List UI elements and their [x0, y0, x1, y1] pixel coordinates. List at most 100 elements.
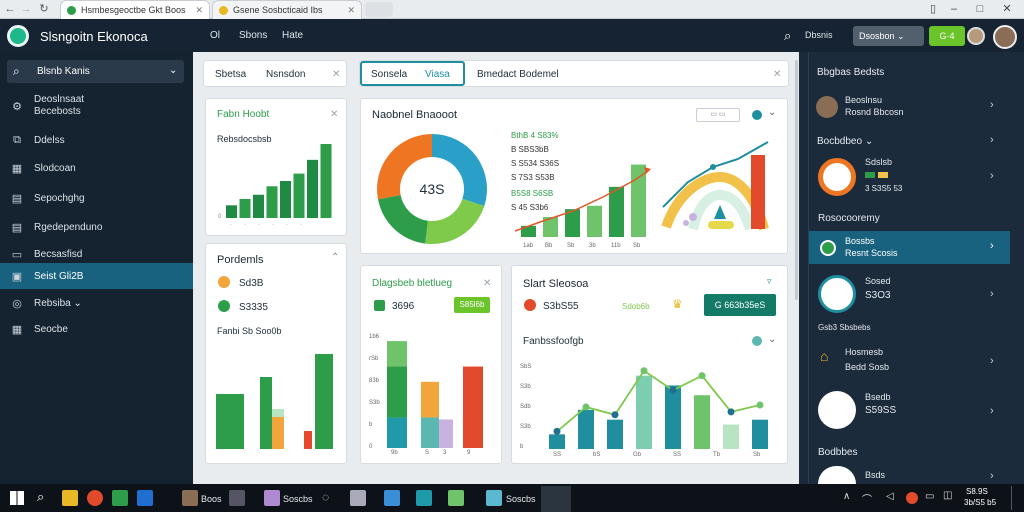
nav-item-1[interactable]: Ol	[210, 30, 220, 41]
chevron-right-icon[interactable]: ›	[990, 470, 994, 482]
sidebar-item[interactable]: ▤ Rgedependuno	[0, 214, 193, 240]
sidebar-item[interactable]: ⧉ Ddelss	[0, 127, 193, 153]
app-icon[interactable]	[112, 490, 128, 506]
sidebar-item-label: Sepochghg	[34, 192, 85, 204]
legend-entry: B5S8 S6SB	[511, 189, 554, 198]
back-icon[interactable]: ←	[4, 3, 16, 15]
sidebar-item[interactable]: ▦ Seocbe	[0, 316, 193, 342]
app-title: Slsngoitn Ekonoca	[40, 29, 148, 44]
search-label[interactable]: Dbsnis	[805, 30, 833, 40]
info-icon[interactable]	[752, 110, 762, 120]
tick-label: 9b	[391, 450, 398, 454]
monitor-icon: ▣	[11, 270, 23, 283]
chevron-right-icon[interactable]: ›	[990, 355, 994, 367]
close-icon[interactable]: ✕	[330, 109, 339, 120]
close-window-icon[interactable]: ✕	[1002, 3, 1012, 15]
sidebar-item[interactable]: ▣ Seist Gli2B	[0, 263, 193, 289]
chevron-right-icon[interactable]: ›	[990, 240, 994, 252]
chevron-right-icon[interactable]: ›	[990, 99, 994, 111]
filter-chip[interactable]: ▭ ▭	[696, 108, 740, 122]
tick-label: S3b	[369, 400, 380, 406]
bar	[272, 417, 284, 449]
clock-date[interactable]: 3b/S5 b5	[964, 498, 997, 507]
app-icon[interactable]	[137, 490, 153, 506]
app-icon[interactable]	[182, 490, 198, 506]
nav-item-3[interactable]: Hate	[282, 30, 304, 41]
avatar[interactable]	[993, 25, 1017, 49]
document-icon[interactable]: ▯	[929, 3, 937, 15]
nav-item-2[interactable]: Sbons	[239, 30, 268, 41]
clock-time[interactable]: S8.9S	[966, 487, 988, 496]
scrollbar[interactable]	[795, 60, 798, 300]
new-tab-button[interactable]	[365, 2, 393, 17]
app-icon[interactable]	[229, 490, 245, 506]
dropdown-icon[interactable]: ▿	[767, 276, 772, 286]
close-tab-icon[interactable]: ✕	[347, 4, 355, 15]
forward-icon[interactable]: →	[20, 3, 32, 15]
panel-item-active[interactable]	[809, 231, 1010, 264]
header-green-button[interactable]: G·4	[929, 26, 965, 46]
close-icon[interactable]: ✕	[483, 278, 492, 289]
chevron-right-icon[interactable]: ›	[990, 405, 994, 417]
browser-icon[interactable]	[87, 490, 103, 506]
tab-other[interactable]: Bmedact Bodemel	[477, 69, 559, 80]
sidebar-item[interactable]: ⚙ Deoslnsaat Becebosts	[0, 90, 193, 122]
app-icon[interactable]	[350, 490, 366, 506]
sidebar-item[interactable]: ▭ Becsasfisd	[0, 241, 193, 267]
chevron-down-icon[interactable]: ⌄	[768, 107, 777, 118]
bar-segment	[421, 381, 439, 418]
keyboard-icon[interactable]: ◫	[943, 490, 953, 501]
chevron-up-icon[interactable]: ⌃	[331, 252, 340, 263]
browser-tab-1[interactable]: Hsmbesgeoctbe Gkt Boos ✕	[60, 0, 210, 19]
maximize-icon[interactable]: □	[976, 3, 984, 15]
app-icon[interactable]	[448, 490, 464, 506]
minimize-icon[interactable]: –	[950, 3, 958, 15]
bar	[320, 144, 332, 218]
app-icon[interactable]	[264, 490, 280, 506]
sidebar-item[interactable]: ▦ Slodcoan	[0, 155, 193, 181]
info-icon[interactable]	[752, 336, 762, 346]
bar	[239, 198, 251, 218]
tab-active[interactable]: Sonsela Viasa	[360, 61, 465, 86]
sidebar-item[interactable]: ◎ Rebsiba ⌄	[0, 290, 193, 316]
app-logo-icon[interactable]	[7, 25, 29, 47]
taskbar	[0, 484, 1024, 512]
badge[interactable]: S85l6b	[454, 297, 490, 313]
card-icon	[374, 300, 385, 311]
refresh-icon[interactable]: ↻	[39, 3, 49, 15]
search-icon[interactable]: ⌕	[37, 489, 45, 504]
browser-tab-2[interactable]: Gsene Sosbcticaid Ibs ✕	[212, 0, 362, 19]
chevron-up-icon[interactable]: ∧	[843, 491, 851, 502]
chevron-right-icon[interactable]: ›	[990, 134, 994, 146]
close-tab-icon[interactable]: ✕	[195, 4, 203, 15]
bar-segment	[387, 417, 407, 448]
favicon-icon	[219, 5, 228, 15]
windows-start-icon[interactable]	[10, 491, 24, 505]
sidebar-item[interactable]: ▤ Sepochghg	[0, 185, 193, 211]
app-icon[interactable]	[416, 490, 432, 506]
chevron-right-icon[interactable]: ›	[990, 288, 994, 300]
sidebar-search[interactable]: ⌕ Blsnb Kanis ⌄	[7, 60, 184, 83]
search-icon[interactable]: ⌕	[784, 28, 792, 43]
section-label[interactable]: Bocbdbeo ⌄	[817, 136, 874, 147]
battery-icon[interactable]: ▭	[925, 491, 935, 502]
avatar[interactable]	[967, 27, 985, 45]
close-icon[interactable]: ✕	[773, 69, 782, 80]
chevron-down-icon[interactable]: ⌄	[768, 334, 777, 345]
header-dropdown[interactable]: Dsosbon ⌄	[853, 26, 924, 46]
app-icon[interactable]	[384, 490, 400, 506]
legend-entry: S S534 S36S	[511, 159, 560, 168]
action-button[interactable]: G 663b35eS	[704, 294, 776, 316]
filter-box[interactable]: Sbetsa Nsnsdon ✕	[203, 60, 347, 87]
volume-icon[interactable]: ◁	[886, 491, 894, 502]
close-icon[interactable]: ✕	[332, 69, 341, 80]
app-icon[interactable]	[486, 490, 502, 506]
folder-icon[interactable]	[62, 490, 78, 506]
notification-icon[interactable]	[906, 492, 918, 504]
app-icon-active[interactable]	[541, 486, 571, 512]
show-desktop[interactable]	[1011, 486, 1012, 510]
chevron-right-icon[interactable]: ›	[990, 170, 994, 182]
sidebar-item-label: Ddelss	[34, 134, 65, 146]
network-icon[interactable]: ⌒	[862, 495, 872, 506]
circle-icon[interactable]: ◌	[322, 490, 330, 504]
